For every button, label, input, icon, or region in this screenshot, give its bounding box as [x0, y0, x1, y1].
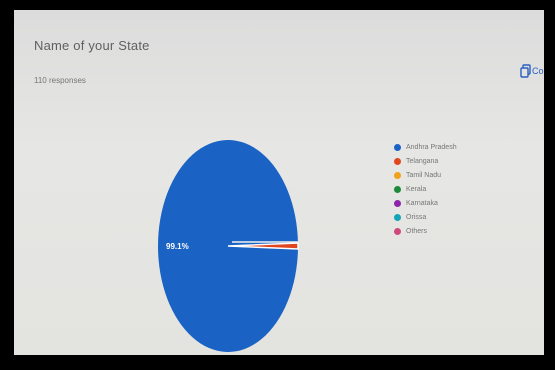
- copy-button-label: Co: [532, 66, 544, 76]
- form-summary-card: Name of your State 110 responses Co 99.1…: [14, 10, 544, 355]
- response-count: 110 responses: [34, 76, 86, 85]
- legend-swatch: [394, 185, 401, 193]
- legend-item: Orissa: [394, 210, 457, 224]
- chart-legend: Andhra Pradesh Telangana Tamil Nadu Kerala K…: [394, 140, 457, 238]
- legend-item: Andhra Pradesh: [394, 140, 457, 154]
- copy-chart-button[interactable]: Co: [520, 60, 544, 82]
- legend-label: Tamil Nadu: [406, 171, 442, 179]
- legend-swatch: [394, 199, 401, 207]
- pie-chart: 99.1%: [157, 140, 299, 352]
- legend-swatch: [394, 227, 401, 235]
- legend-label: Others: [406, 227, 428, 235]
- legend-item: Tamil Nadu: [394, 168, 457, 182]
- legend-swatch: [394, 157, 401, 165]
- question-title: Name of your State: [34, 38, 150, 53]
- legend-label: Andhra Pradesh: [406, 143, 457, 151]
- legend-item: Telangana: [394, 154, 457, 168]
- legend-label: Telangana: [406, 157, 439, 165]
- legend-label: Karnataka: [406, 199, 438, 207]
- legend-label: Kerala: [406, 185, 427, 193]
- legend-label: Orissa: [406, 213, 427, 221]
- pie-data-label: 99.1%: [166, 242, 189, 251]
- legend-item: Kerala: [394, 182, 457, 196]
- copy-icon: [520, 64, 531, 78]
- pie-slice-telangana[interactable]: [227, 242, 299, 250]
- legend-item: Others: [394, 224, 457, 238]
- legend-swatch: [394, 143, 401, 151]
- legend-swatch: [394, 171, 401, 179]
- legend-item: Karnataka: [394, 196, 457, 210]
- legend-swatch: [394, 213, 401, 221]
